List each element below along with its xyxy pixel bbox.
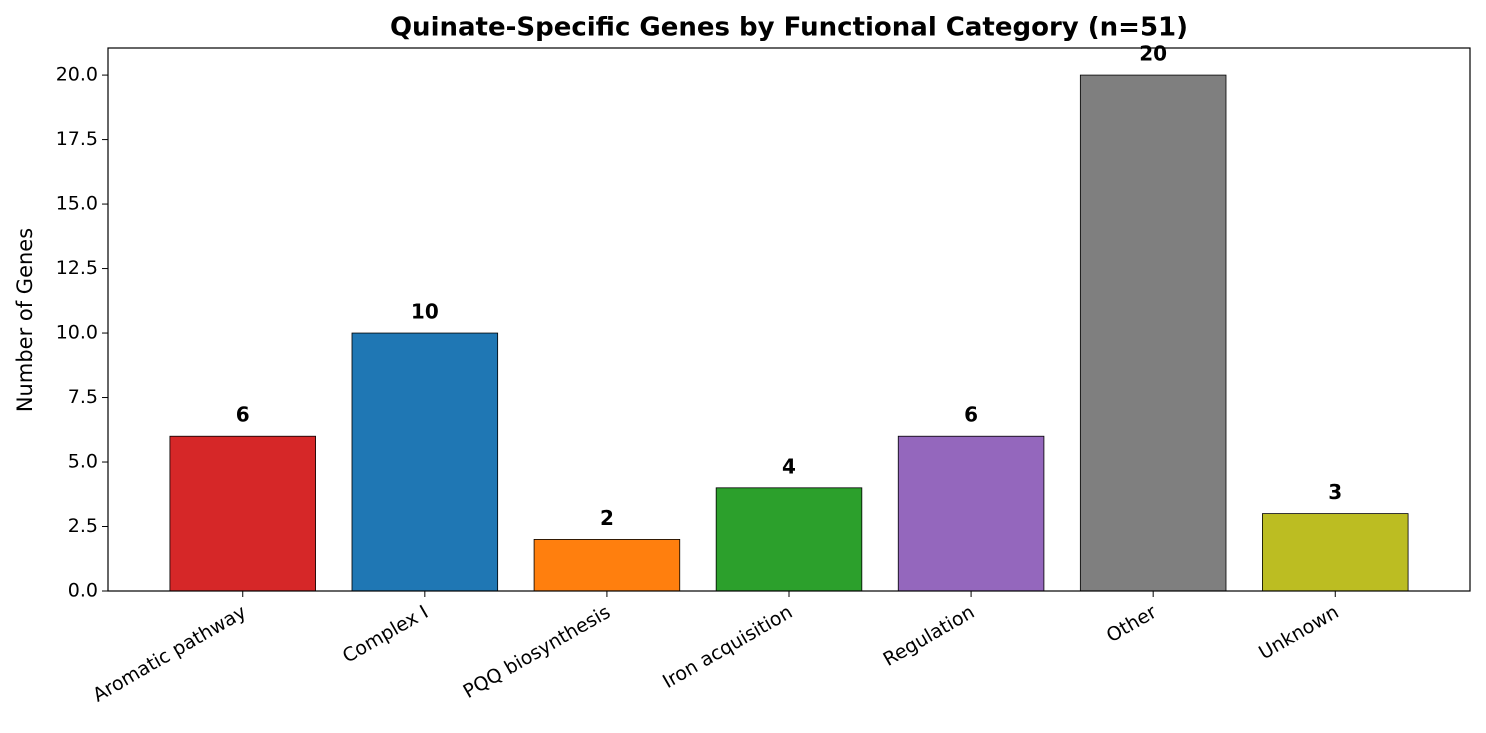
plot-frame (107, 47, 1471, 592)
chart-title: Quinate-Specific Genes by Functional Cat… (390, 13, 1188, 43)
value-label: 20 (1139, 42, 1167, 66)
x-tick-label: Regulation (879, 601, 978, 671)
bar (169, 435, 316, 592)
bar (1079, 74, 1227, 592)
y-tick-label: 10.0 (56, 322, 98, 344)
y-axis-label: Number of Genes (13, 228, 37, 412)
y-tick-label: 0.0 (68, 580, 98, 602)
x-tick-label: Aromatic pathway (89, 601, 250, 707)
y-tick-label: 7.5 (68, 386, 98, 408)
x-tick-label: Unknown (1255, 601, 1342, 664)
y-tick-label: 2.5 (68, 515, 98, 537)
y-tick-label: 5.0 (68, 451, 98, 473)
x-tick-label: Complex I (339, 601, 432, 668)
y-tick-label: 20.0 (56, 64, 98, 86)
y-tick-label: 15.0 (56, 193, 98, 215)
x-tick-label: PQQ biosynthesis (460, 601, 615, 703)
bar (715, 487, 863, 592)
bar (897, 435, 1045, 592)
y-tick-label: 17.5 (56, 128, 98, 150)
value-label: 10 (411, 300, 439, 324)
x-tick-label: Other (1103, 601, 1161, 647)
value-label: 3 (1328, 480, 1342, 504)
value-label: 2 (600, 506, 614, 530)
value-label: 6 (236, 403, 250, 427)
bar (1262, 513, 1409, 592)
bar (351, 332, 499, 592)
x-tick-label: Iron acquisition (659, 601, 796, 693)
value-label: 6 (964, 403, 978, 427)
y-tick-label: 12.5 (56, 257, 98, 279)
value-label: 4 (782, 454, 796, 478)
bar (533, 539, 681, 592)
